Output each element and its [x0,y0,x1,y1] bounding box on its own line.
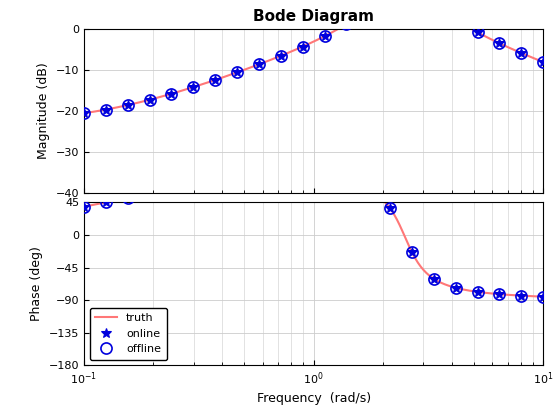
truth [530,294,536,299]
offline [452,285,459,290]
X-axis label: Frequency  (rad/s): Frequency (rad/s) [256,392,371,405]
offline [343,182,350,187]
Line: offline: offline [78,176,549,302]
offline [124,195,131,200]
truth [458,286,465,291]
offline [474,289,481,294]
online [387,206,394,211]
offline [190,185,197,190]
online [299,179,306,184]
truth [302,179,309,184]
online [102,200,109,205]
offline [146,192,153,197]
truth [355,185,362,190]
offline [496,291,503,297]
offline [212,182,218,187]
online [321,180,328,185]
online [431,276,437,281]
online [255,179,262,184]
online [540,294,547,299]
online [146,192,153,197]
offline [387,206,394,211]
truth [81,204,87,209]
Title: Bode Diagram: Bode Diagram [253,9,374,24]
offline [365,189,372,194]
online [518,293,525,298]
Y-axis label: Phase (deg): Phase (deg) [30,247,43,321]
online [168,188,175,193]
online [277,178,284,184]
Line: truth: truth [84,181,543,297]
online [212,182,218,187]
online [81,204,87,209]
online [409,250,416,255]
offline [81,204,87,209]
online [190,185,197,190]
truth [300,179,306,184]
online [234,181,240,186]
offline [409,250,416,255]
offline [255,179,262,184]
offline [321,180,328,185]
offline [431,276,437,281]
online [343,182,350,187]
truth [540,294,547,299]
truth [286,178,292,184]
offline [234,181,240,186]
online [496,291,503,297]
online [474,289,481,294]
offline [102,200,109,205]
Y-axis label: Magnitude (dB): Magnitude (dB) [37,63,50,159]
truth [330,181,337,186]
offline [540,294,547,299]
Legend: truth, online, offline: truth, online, offline [90,307,167,360]
offline [277,178,284,184]
offline [518,293,525,298]
Line: online: online [79,176,548,302]
online [365,189,372,194]
online [124,195,131,200]
offline [299,179,306,184]
online [452,285,459,290]
offline [168,188,175,193]
